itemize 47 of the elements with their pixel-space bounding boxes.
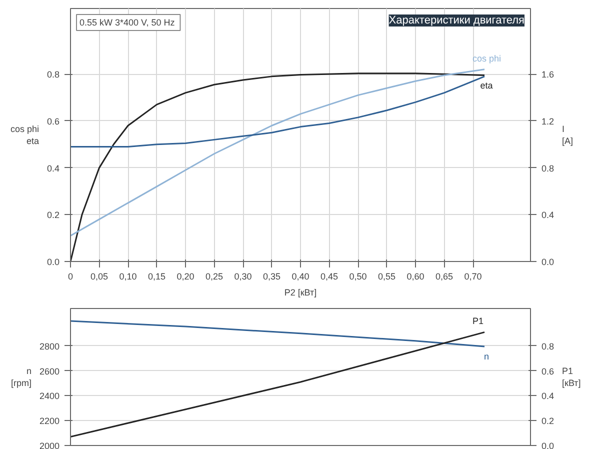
x-tick-label: 0,55 bbox=[378, 272, 396, 282]
y-tick-label: 0.2 bbox=[46, 210, 60, 220]
y2-tick-label: 0.4 bbox=[542, 391, 554, 402]
y2-tick-label: 1.6 bbox=[542, 70, 554, 80]
x-axis-title: P2 [кВт] bbox=[284, 288, 317, 298]
line-series bbox=[70, 331, 486, 438]
x-tick-label: 0,45 bbox=[320, 272, 338, 282]
y-tick-label: 0.0 bbox=[46, 257, 60, 267]
y2-tick-label: 1.2 bbox=[542, 116, 554, 126]
y-tick-label: 2400 bbox=[39, 391, 60, 402]
y2-tick-label: 0.4 bbox=[542, 210, 554, 220]
y-axis-title: n [rpm] bbox=[10, 366, 32, 388]
y2-tick-label: 0.6 bbox=[542, 366, 554, 376]
x-tick-label: 0,35 bbox=[262, 272, 281, 282]
x-tick-label: 0,40 bbox=[292, 272, 310, 282]
y-tick-label: 0.6 bbox=[46, 116, 60, 126]
x-tick-label: 0 bbox=[68, 272, 74, 282]
series-label: cos phi bbox=[472, 53, 502, 64]
y-tick-label: 0.8 bbox=[46, 70, 60, 80]
y-tick-label: 2600 bbox=[39, 366, 60, 376]
x-tick-label: 0,50 bbox=[349, 272, 367, 282]
x-tick-label: 0,25 bbox=[205, 272, 224, 282]
y2-tick-label: 0.0 bbox=[542, 257, 554, 267]
y-tick-label: 2000 bbox=[39, 441, 60, 449]
y2-tick-label: 0.8 bbox=[542, 341, 554, 352]
y2-tick-label: 0.0 bbox=[542, 441, 554, 449]
y-tick-label: 2200 bbox=[39, 416, 60, 426]
series-label: n bbox=[484, 351, 490, 362]
y-axis-title: cos phi eta bbox=[10, 124, 40, 146]
x-tick-label: 0,70 bbox=[464, 272, 482, 282]
y2-axis-title: P1 [кВт] bbox=[562, 366, 581, 388]
y-tick-label: 0.4 bbox=[46, 163, 60, 174]
x-tick-label: 0,10 bbox=[119, 272, 137, 282]
text: Характеристики двигателя bbox=[388, 14, 525, 26]
x-tick-label: 0,60 bbox=[406, 272, 424, 282]
text: 0.55 kW 3*400 V, 50 Hz bbox=[80, 18, 176, 28]
y2-tick-label: 0.2 bbox=[542, 416, 554, 426]
y-tick-label: 2800 bbox=[39, 341, 60, 352]
series-label: P1 bbox=[472, 316, 484, 326]
x-tick-label: 0,20 bbox=[176, 272, 194, 282]
x-tick-label: 0,30 bbox=[234, 272, 252, 282]
x-tick-label: 0,15 bbox=[148, 272, 166, 282]
x-tick-label: 0,65 bbox=[435, 272, 454, 282]
y2-axis-title: I [A] bbox=[562, 124, 574, 146]
x-tick-label: 0,05 bbox=[90, 272, 108, 282]
y2-tick-label: 0.8 bbox=[542, 163, 554, 174]
series-label: eta bbox=[480, 80, 493, 90]
